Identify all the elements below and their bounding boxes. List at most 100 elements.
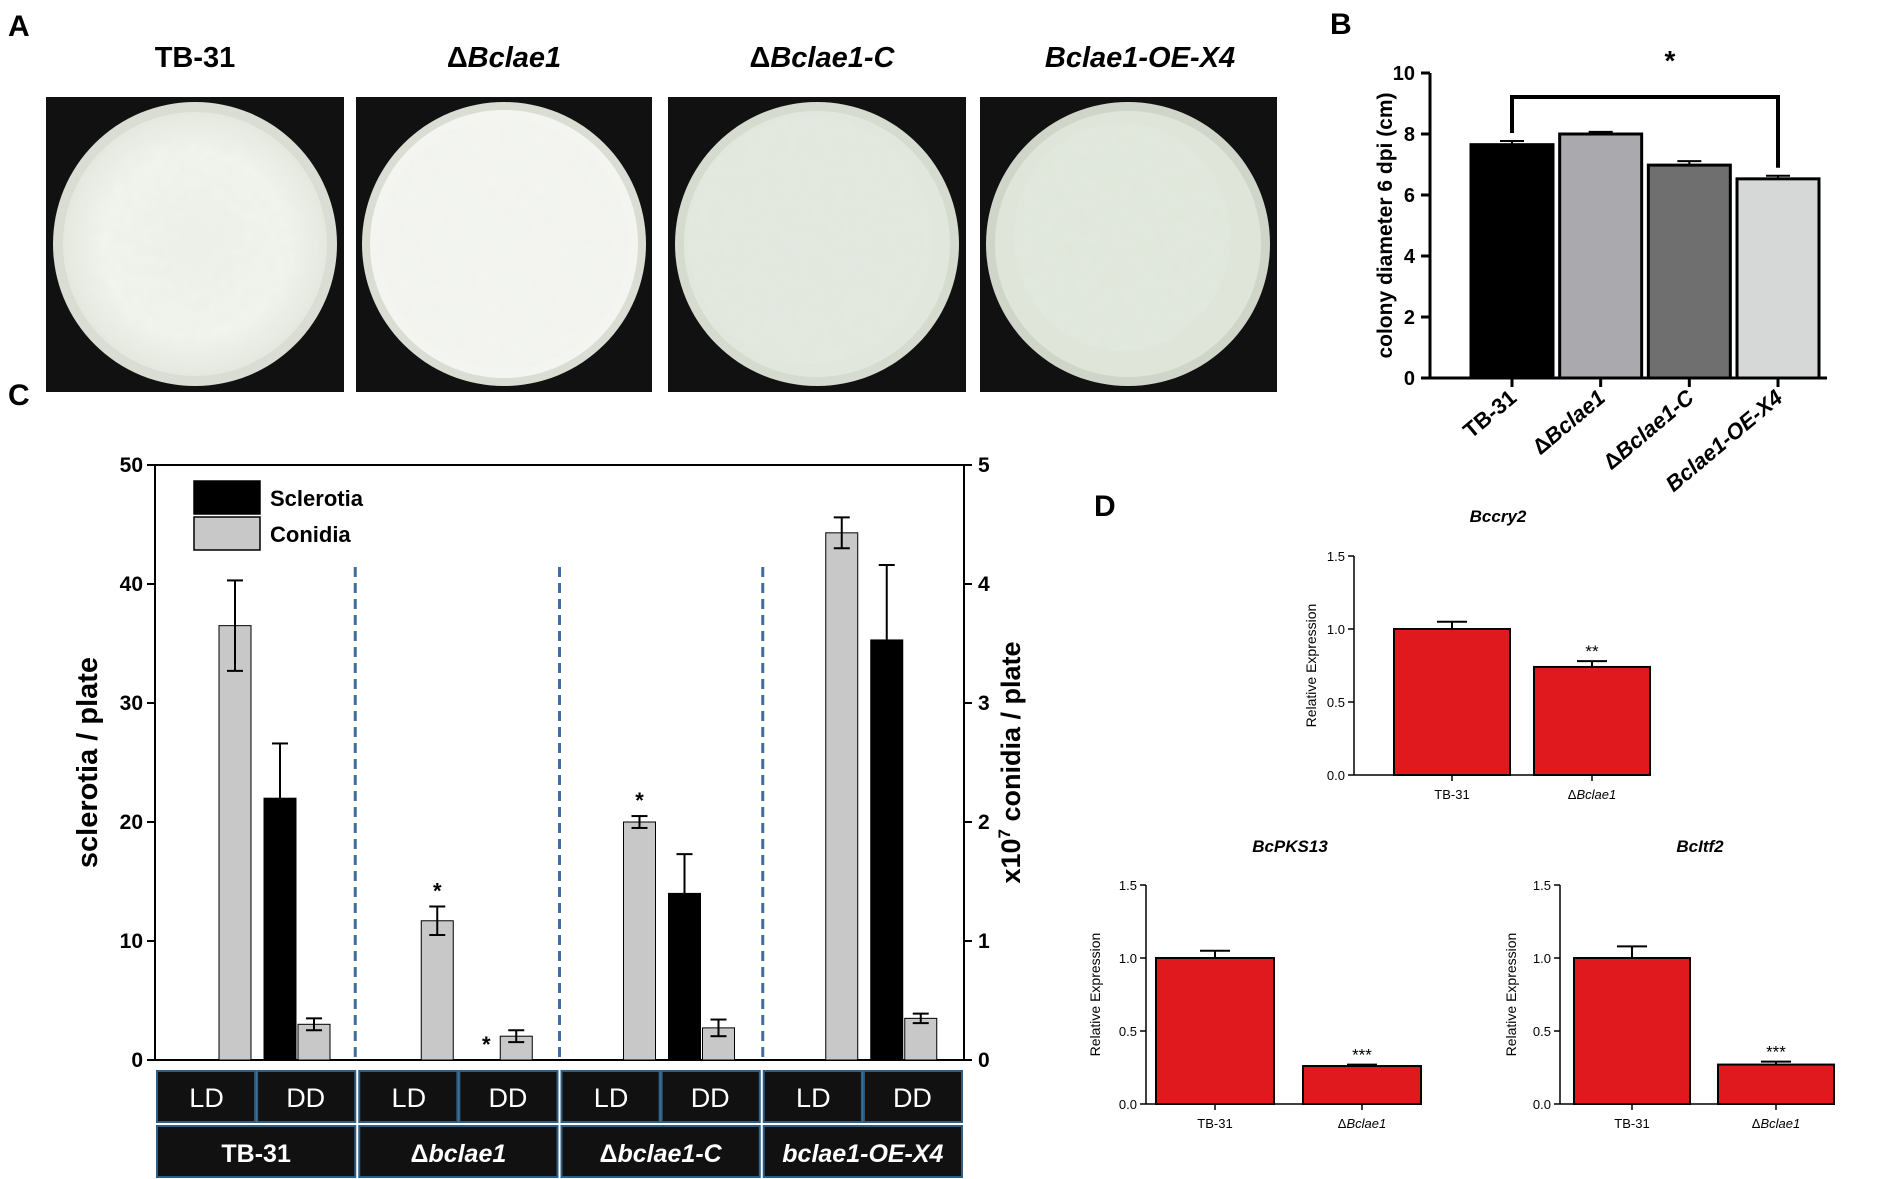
- y-tick-label: 0.0: [1119, 1097, 1137, 1112]
- y-axis-label: Relative Expression: [1503, 933, 1519, 1057]
- legend-swatch-sclerotia: [193, 480, 261, 515]
- y-tick-label: 1.0: [1533, 951, 1551, 966]
- legend-label-sclerotia: Sclerotia: [270, 486, 364, 511]
- x-tick-label: TB-31: [1458, 385, 1521, 443]
- condition-label: DD: [488, 1083, 527, 1113]
- bar: [1573, 957, 1691, 1105]
- panel-a-plate-photos: TB-31 ΔBclae1 ΔBclae1-C Bclae1-OE-X4: [46, 42, 1277, 392]
- significance-star: ***: [1766, 1043, 1786, 1062]
- bar-ld-conidia: [825, 532, 859, 1061]
- chart-title: BcItf2: [1676, 837, 1724, 856]
- bar: [1155, 957, 1275, 1105]
- condition-cell: [762, 1070, 863, 1123]
- y-tick-label: 1.0: [1327, 622, 1345, 637]
- bar: [1469, 143, 1555, 380]
- y2-tick-label: 5: [978, 454, 990, 477]
- significance-star: ***: [1352, 1046, 1372, 1065]
- bar: [1533, 665, 1651, 777]
- panel-b-colony-diameter-chart: 0 2 4 6 8 10 colony diameter 6 dpi (cm) TB-31ΔB…: [1374, 45, 1827, 497]
- plate-title: ΔBclae1: [447, 42, 561, 74]
- y-tick-label: 40: [120, 573, 143, 596]
- condition-cell: [560, 1070, 661, 1123]
- group-cell: [358, 1125, 559, 1178]
- significance-star: *: [482, 1032, 491, 1057]
- y-axis-label: Relative Expression: [1303, 604, 1319, 728]
- significance-star: *: [635, 788, 644, 813]
- y2-tick-label: 4: [978, 573, 990, 596]
- y-axis-label: Relative Expression: [1087, 933, 1103, 1057]
- condition-cell: [256, 1070, 357, 1123]
- plot-frame: [154, 464, 965, 1061]
- plate-photo-delta-bclae1-c: ΔBclae1-C: [668, 42, 966, 392]
- legend: Sclerotia Conidia: [193, 480, 364, 551]
- panel-label-a: A: [8, 10, 30, 43]
- chart-title: Bccry2: [1470, 507, 1527, 526]
- condition-label: LD: [594, 1083, 629, 1113]
- panel-d-bcpks13-chart: BcPKS13 0.0 0.5 1.0 1.5 Relative Expression TB…: [1087, 837, 1422, 1131]
- x-tick-label: TB-31: [1197, 1116, 1232, 1131]
- significance-star: *: [433, 878, 442, 903]
- x-tick-label: ΔBclae1: [1752, 1116, 1800, 1131]
- x-tick-label: ΔBclae1: [1568, 787, 1616, 802]
- y-tick-label: 1.5: [1327, 549, 1345, 564]
- condition-label: DD: [286, 1083, 325, 1113]
- group-cell: [762, 1125, 963, 1178]
- plate-photo-bclae1-oe-x4: Bclae1-OE-X4: [980, 42, 1277, 392]
- panel-label-c: C: [8, 379, 30, 412]
- condition-cell: [862, 1070, 963, 1123]
- y-tick-label: 0.0: [1327, 768, 1345, 783]
- y-tick-label: 4: [1404, 246, 1416, 268]
- group-cell: [156, 1125, 357, 1178]
- x-tick-label: TB-31: [1434, 787, 1469, 802]
- y-tick-label: 6: [1404, 185, 1415, 207]
- bar-ld-conidia: [420, 920, 454, 1061]
- y-tick-label: 30: [120, 692, 143, 715]
- condition-cell: [660, 1070, 761, 1123]
- y-tick-label: 0.0: [1533, 1097, 1551, 1112]
- legend-swatch-conidia: [193, 516, 261, 551]
- plate-title: TB-31: [155, 42, 236, 74]
- bar: [1735, 177, 1821, 380]
- bar-dd-conidia: [904, 1017, 938, 1061]
- x-tick-label: ΔBclae1: [1527, 385, 1610, 460]
- y2-tick-label: 1: [978, 930, 990, 953]
- bar: [1558, 132, 1644, 380]
- y2-tick-label: 0: [978, 1049, 990, 1072]
- group-cell: [560, 1125, 761, 1178]
- group-label: Δbclae1-C: [600, 1140, 723, 1168]
- bar-ld-conidia: [623, 821, 656, 1061]
- legend-label-conidia: Conidia: [270, 522, 351, 547]
- panel-label-b: B: [1330, 8, 1352, 41]
- significance-bracket: [1510, 95, 1780, 168]
- y2-tick-label: 3: [978, 692, 990, 715]
- x-tick-label: TB-31: [1614, 1116, 1649, 1131]
- y-tick-label: 10: [120, 930, 143, 953]
- bar: [1302, 1065, 1422, 1106]
- y-tick-label: 50: [120, 454, 143, 477]
- plate-title: Bclae1-OE-X4: [1045, 42, 1235, 74]
- y-tick-label: 1.5: [1119, 878, 1137, 893]
- y-tick-label: 10: [1393, 63, 1415, 85]
- condition-cell: [458, 1070, 559, 1123]
- y-axis-label: colony diameter 6 dpi (cm): [1374, 92, 1397, 358]
- condition-label: DD: [893, 1083, 932, 1113]
- bar-ld-conidia: [218, 625, 252, 1061]
- condition-label: DD: [691, 1083, 730, 1113]
- y2-axis-label: x107 conidia / plate: [995, 641, 1026, 883]
- bar: [1393, 628, 1511, 776]
- condition-table: LD DD TB-31 LD DD Δbclae1 LD DD Δbclae1-C LD DD bcl…: [156, 1070, 963, 1178]
- condition-label: LD: [796, 1083, 831, 1113]
- bar: [1717, 1063, 1835, 1105]
- panel-d-bccry2-chart: Bccry2 0.0 0.5 1.0 1.5 Relative Expression TB-…: [1303, 507, 1651, 802]
- y-tick-label: 1.5: [1533, 878, 1551, 893]
- y-tick-label: 1.0: [1119, 951, 1137, 966]
- x-tick-label: ΔBclae1: [1338, 1116, 1386, 1131]
- panel-label-d: D: [1094, 490, 1116, 523]
- chart-title: BcPKS13: [1252, 837, 1328, 856]
- y-tick-label: 8: [1404, 124, 1415, 146]
- y-axis-label: sclerotia / plate: [72, 657, 104, 868]
- group-label: Δbclae1: [410, 1140, 506, 1168]
- condition-cell: [156, 1070, 257, 1123]
- y-tick-label: 2: [1404, 307, 1415, 329]
